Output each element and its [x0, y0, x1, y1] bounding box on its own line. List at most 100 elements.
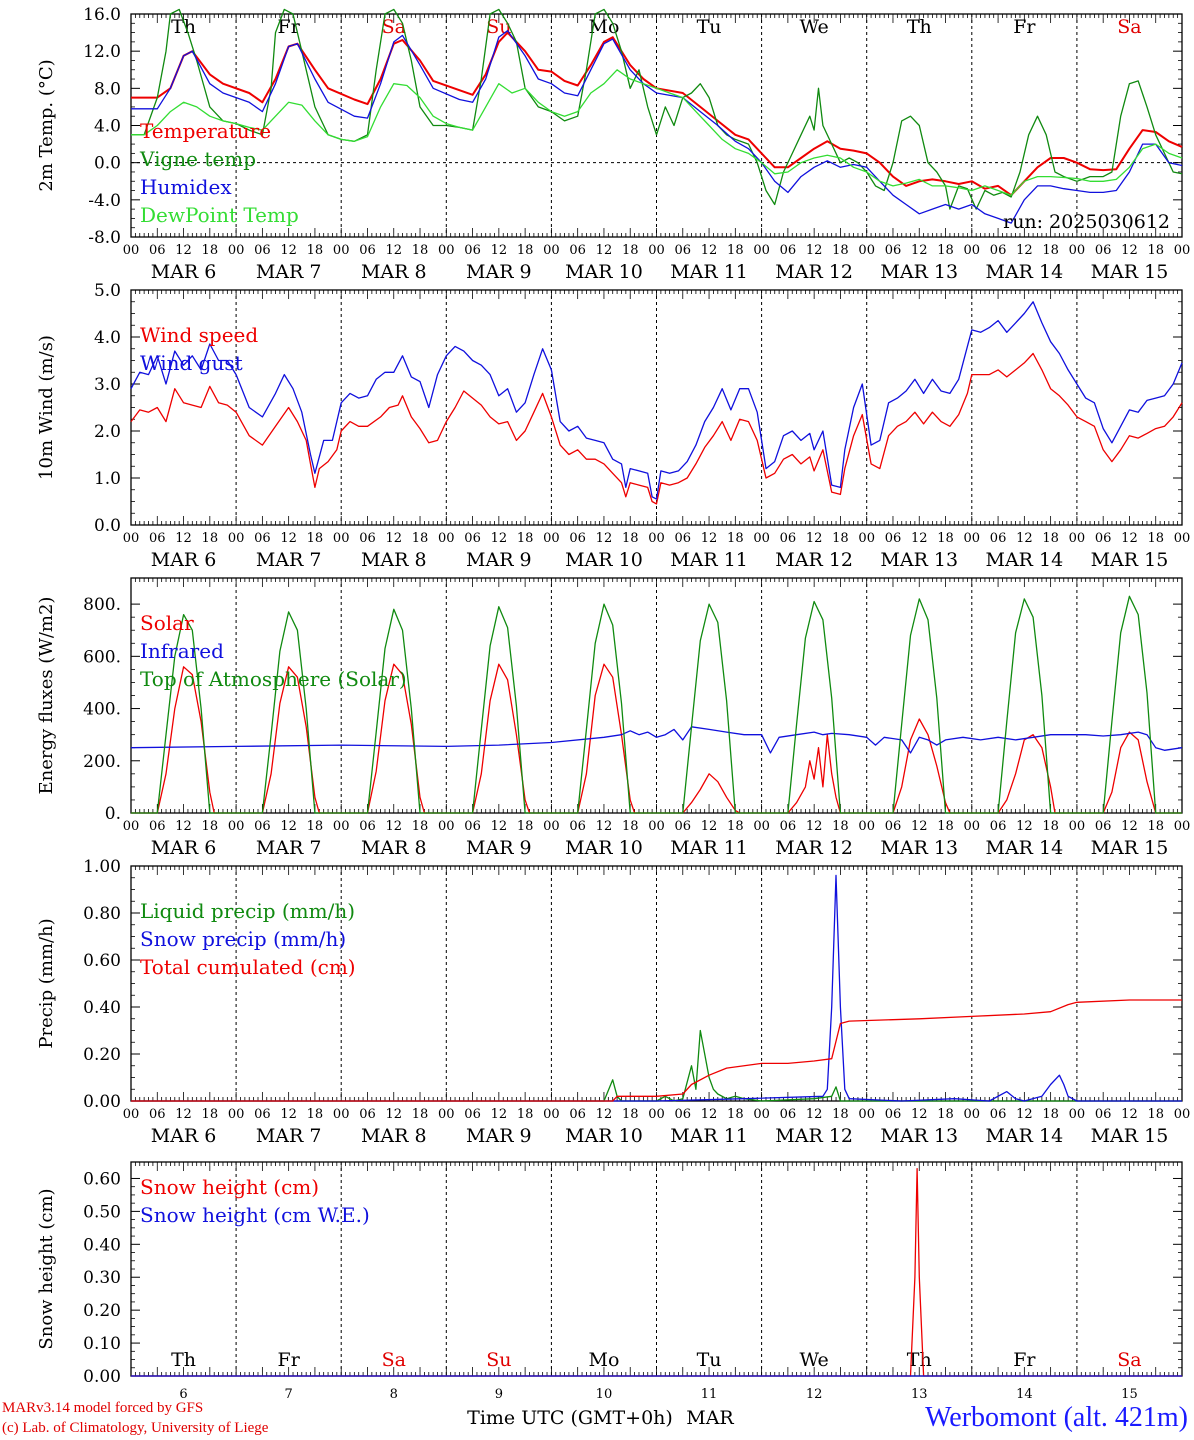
- run-label: run: 2025030612: [1003, 211, 1170, 233]
- hour-tick-label: 18: [202, 243, 219, 258]
- hour-tick-label: 06: [1095, 243, 1112, 258]
- hour-tick-label: 06: [1095, 819, 1112, 834]
- hour-tick-label: 18: [1042, 531, 1059, 546]
- y-tick-label: 0.40: [83, 998, 121, 1018]
- series-line: [131, 8, 1183, 210]
- hour-tick-label: 06: [464, 243, 481, 258]
- y-tick-label: 0.60: [83, 951, 121, 971]
- hour-tick-label: 00: [438, 819, 455, 834]
- date-label: MAR 9: [466, 261, 532, 283]
- legend-entry: Top of Atmosphere (Solar): [140, 667, 407, 691]
- date-label: MAR 12: [775, 261, 853, 283]
- hour-tick-label: 18: [307, 243, 324, 258]
- hour-tick-label: 12: [1121, 1107, 1138, 1122]
- hour-tick-label: 12: [911, 531, 928, 546]
- weekday-label: Th: [171, 1349, 196, 1371]
- hour-tick-label: 18: [517, 819, 534, 834]
- y-tick-label: 0.60: [83, 1169, 121, 1189]
- date-label: MAR 11: [670, 261, 748, 283]
- hour-tick-label: 00: [858, 531, 875, 546]
- hour-tick-label: 18: [727, 1107, 744, 1122]
- date-label: MAR 10: [565, 837, 643, 859]
- hour-tick-label: 00: [228, 243, 245, 258]
- y-tick-label: 4.0: [94, 328, 121, 348]
- date-label: MAR 8: [361, 549, 427, 571]
- hour-tick-label: 12: [596, 1107, 613, 1122]
- date-label: MAR 10: [565, 549, 643, 571]
- hour-tick-label: 12: [596, 243, 613, 258]
- hour-tick-label: 18: [1147, 531, 1164, 546]
- hour-tick-label: 12: [491, 531, 508, 546]
- hour-tick-label: 00: [753, 1107, 770, 1122]
- hour-tick-label: 06: [359, 819, 376, 834]
- y-tick-label: 600.: [83, 647, 121, 667]
- y-tick-label: 0.40: [83, 1235, 121, 1255]
- y-tick-label: 16.0: [83, 5, 121, 25]
- hour-tick-label: 12: [280, 819, 297, 834]
- hour-tick-label: 00: [333, 531, 350, 546]
- hour-tick-label: 12: [806, 1107, 823, 1122]
- hour-tick-label: 12: [175, 531, 192, 546]
- y-tick-label: 12.0: [83, 42, 121, 62]
- hour-tick-label: 06: [569, 531, 586, 546]
- hour-tick-label: 18: [202, 531, 219, 546]
- hour-tick-label: 00: [228, 1107, 245, 1122]
- date-label: MAR 8: [361, 261, 427, 283]
- hour-tick-label: 18: [1147, 1107, 1164, 1122]
- weekday-label: Sa: [1117, 1349, 1141, 1371]
- date-label: MAR 15: [1091, 549, 1169, 571]
- legend-entry: Infrared: [140, 639, 224, 663]
- hour-tick-label: 00: [858, 819, 875, 834]
- hour-tick-label: 00: [1069, 1107, 1086, 1122]
- hour-tick-label: 00: [964, 1107, 981, 1122]
- weekday-label: Su: [486, 1349, 511, 1371]
- hour-tick-label: 06: [149, 531, 166, 546]
- hour-tick-label: 00: [648, 243, 665, 258]
- date-label: MAR 14: [985, 549, 1063, 571]
- hour-tick-label: 06: [254, 1107, 271, 1122]
- hour-tick-label: 06: [149, 1107, 166, 1122]
- hour-tick-label: 06: [780, 1107, 797, 1122]
- y-tick-label: 400.: [83, 700, 121, 720]
- hour-tick-label: 00: [753, 819, 770, 834]
- hour-tick-label: 12: [1016, 819, 1033, 834]
- hour-tick-label: 06: [990, 819, 1007, 834]
- hour-tick-label: 06: [675, 531, 692, 546]
- hour-tick-label: 06: [254, 531, 271, 546]
- hour-tick-label: 12: [280, 1107, 297, 1122]
- hour-tick-label: 00: [1174, 1107, 1191, 1122]
- date-label: MAR 11: [670, 1125, 748, 1147]
- day-number-label: 7: [285, 1387, 293, 1402]
- y-tick-label: 8.0: [94, 79, 121, 99]
- hour-tick-label: 12: [385, 819, 402, 834]
- date-label: MAR 13: [880, 837, 958, 859]
- date-label: MAR 13: [880, 261, 958, 283]
- series-line: [131, 999, 1182, 1102]
- date-label: MAR 6: [151, 261, 217, 283]
- hour-tick-label: 18: [202, 1107, 219, 1122]
- hour-tick-label: 00: [1069, 819, 1086, 834]
- hour-tick-label: 12: [491, 1107, 508, 1122]
- hour-tick-label: 12: [911, 1107, 928, 1122]
- date-label: MAR 15: [1091, 261, 1169, 283]
- hour-tick-label: 12: [806, 243, 823, 258]
- hour-tick-label: 06: [780, 819, 797, 834]
- hour-tick-label: 00: [543, 243, 560, 258]
- hour-tick-label: 06: [254, 243, 271, 258]
- hour-tick-label: 12: [1121, 531, 1138, 546]
- hour-tick-label: 00: [438, 1107, 455, 1122]
- hour-tick-label: 06: [359, 243, 376, 258]
- y-tick-label: 0.20: [83, 1045, 121, 1065]
- weekday-label: We: [800, 16, 829, 38]
- y-tick-label: 0.0: [94, 154, 121, 174]
- hour-tick-label: 12: [596, 531, 613, 546]
- hour-tick-label: 06: [569, 819, 586, 834]
- hour-tick-label: 06: [254, 819, 271, 834]
- hour-tick-label: 18: [1147, 243, 1164, 258]
- y-tick-label: 0.0: [94, 516, 121, 536]
- hour-tick-label: 00: [964, 819, 981, 834]
- hour-tick-label: 00: [1174, 819, 1191, 834]
- legend-entry: DewPoint Temp: [140, 203, 299, 227]
- hour-tick-label: 00: [1174, 243, 1191, 258]
- hour-tick-label: 12: [1121, 819, 1138, 834]
